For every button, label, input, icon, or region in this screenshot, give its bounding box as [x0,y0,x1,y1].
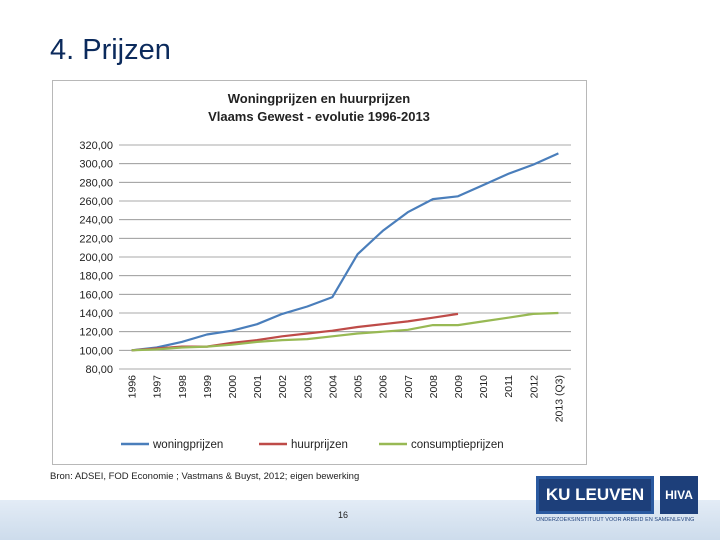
y-tick-label: 200,00 [79,252,113,264]
x-tick-label: 1996 [127,375,139,399]
ku-leuven-logo: KU LEUVEN [536,476,654,514]
series-line-woningprijzen [131,152,559,352]
x-axis-ticks: 1996 1997 1998 1999 2000 2001 2002 2003 2004 2005… [127,375,566,422]
y-axis-ticks: 80,00 100,00 120,00 140,00 160,00 180,00 200,0… [79,140,113,376]
y-tick-label: 140,00 [79,308,113,320]
x-tick-label: 1997 [152,375,164,399]
x-tick-label: 1998 [177,375,189,399]
x-tick-label: 2002 [277,375,289,399]
legend-label-huurprijzen: huurprijzen [291,439,348,451]
y-tick-label: 120,00 [79,327,113,339]
y-tick-label: 180,00 [79,271,113,283]
x-tick-label: 2006 [378,375,390,399]
x-tick-label: 2011 [503,375,515,398]
x-tick-label: 1999 [202,375,214,399]
legend-label-consumptieprijzen: consumptieprijzen [411,439,504,451]
chart-title-line2: Vlaams Gewest - evolutie 1996-2013 [208,109,430,124]
y-tick-label: 320,00 [79,140,113,152]
x-tick-label: 2001 [252,375,264,399]
x-tick-label: 2007 [403,375,415,399]
series-line-huurprijzen [131,312,459,352]
series-lines [131,152,559,352]
x-tick-label: 2010 [478,375,490,399]
page-number: 16 [338,510,349,520]
source-note: Bron: ADSEI, FOD Economie ; Vastmans & B… [50,471,360,482]
chart-frame: Woningprijzen en huurprijzen Vlaams Gewe… [52,80,587,465]
y-tick-label: 80,00 [85,364,113,376]
page-title: 4. Prijzen [50,34,171,66]
line-chart: Woningprijzen en huurprijzen Vlaams Gewe… [79,91,571,451]
x-tick-label: 2009 [453,375,465,399]
x-tick-label: 2004 [327,375,339,399]
series-line-consumptieprijzen [131,311,559,352]
x-tick-label: 2003 [302,375,314,399]
y-tick-label: 100,00 [79,345,113,357]
y-tick-label: 220,00 [79,233,113,245]
chart-title-line1: Woningprijzen en huurprijzen [228,91,411,106]
x-tick-label: 2000 [227,375,239,399]
legend: woningprijzen huurprijzen consumptieprijze… [121,439,504,451]
x-tick-label: 2008 [428,375,440,399]
y-tick-label: 280,00 [79,177,113,189]
x-tick-label: 2013 (Q3) [553,375,565,422]
y-tick-label: 240,00 [79,215,113,227]
x-tick-label: 2012 [528,375,540,399]
hiva-subtitle: ONDERZOEKSINSTITUUT VOOR ARBEID EN SAMEN… [536,517,695,523]
y-tick-label: 260,00 [79,196,113,208]
legend-label-woningprijzen: woningprijzen [152,439,223,451]
x-tick-label: 2005 [353,375,365,399]
y-tick-label: 300,00 [79,159,113,171]
hiva-logo: HIVA [660,476,698,514]
y-tick-label: 160,00 [79,289,113,301]
